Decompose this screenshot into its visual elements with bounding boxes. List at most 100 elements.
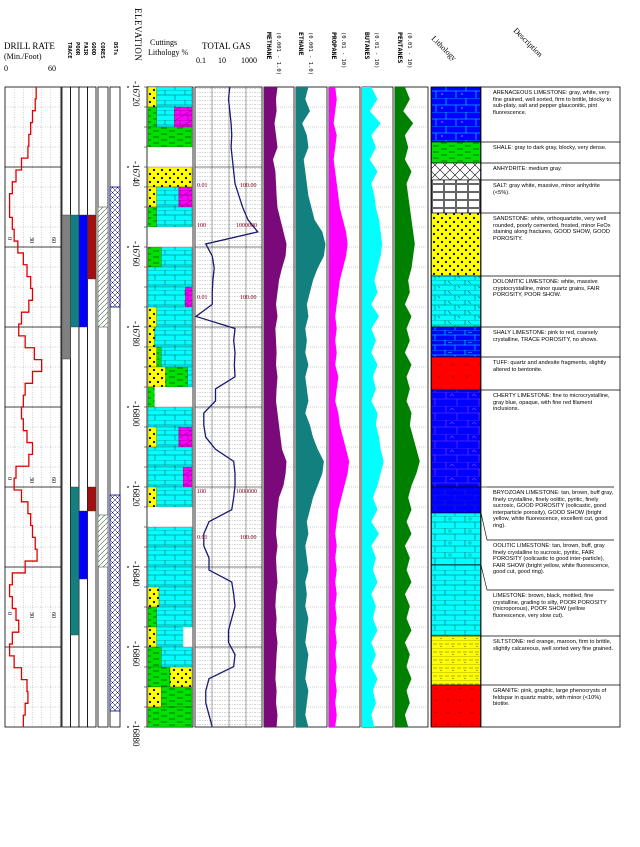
cuttings-limestone [156,186,179,208]
lithology-cherty [431,389,481,488]
lithology-dolomite [431,275,481,328]
cores-column [97,86,109,728]
description-track [480,86,621,728]
show-bar-trace [61,214,71,360]
cuttings-limestone [147,286,186,308]
dst-interval [109,494,121,712]
drill-rate-scale-label: 0 [6,237,12,240]
description-dolomite: DOLOMITIC LIMESTONE: white, massive cryp… [493,279,617,299]
description-title: DOLOMITIC LIMESTONE: [493,279,560,285]
cuttings-dolomite [183,466,193,488]
gas-range-pentanes: (0.01 - 10) [406,32,412,69]
cuttings-shale [147,206,157,228]
total-gas-scale-high: 1000000 [236,489,257,495]
show-bar-fair [78,214,88,328]
cuttings-limestone [147,406,193,428]
description-text: fine to microcrystalline, gray blue, opa… [493,393,610,413]
lithology-shalyls [431,326,481,358]
total-gas-title: TOTAL GAS [202,41,251,51]
cuttings-shale [156,346,162,368]
lithology-tuff [431,356,481,391]
elevation-tick-label: -16820 [131,481,141,507]
show-bar-good [87,214,97,280]
drill-rate-scale-label: 0 [6,612,12,615]
cuttings-sandstone [147,346,157,368]
gas-name-ethane: ETHANE [297,32,305,56]
cuttings-shale [147,126,193,148]
description-connector [480,564,488,591]
description-siltstone: SILTSTONE: red orange, maroon, firm to b… [493,639,617,652]
cuttings-label-2: Lithology % [148,48,189,57]
show-label-poor: POOR [74,42,80,56]
description-cherty: CHERTY LIMESTONE: fine to microcrystalli… [493,393,617,413]
elevation-tick-label: -16880 [131,721,141,747]
show-label-trace: TRACE [66,42,72,59]
cuttings-limestone [147,466,184,488]
total-gas-tick-0: 0.1 [196,56,206,65]
cuttings-limestone [158,586,193,608]
total-gas-tick-2: 1000 [241,56,257,65]
cuttings-dolomite [174,106,193,128]
description-text: medium gray. [528,166,562,172]
total-gas-scale-high: 100.00 [240,535,257,541]
show-bar-poor [70,214,80,328]
total-gas-scale-low: 0.01 [197,535,208,541]
description-title: ARENACEOUS LIMESTONE: [493,90,568,96]
description-title: LIMESTONE: [493,593,527,599]
elevation-tick-label: -16800 [131,401,141,427]
drill-rate-max: 60 [48,64,56,73]
description-oolitic: OOLITIC LIMESTONE: tan, brown, buff, gra… [493,543,617,576]
lithology-salt [431,179,481,214]
total-gas-tick-1: 10 [218,56,226,65]
description-text: tan, brown, buff, gray finely crystallin… [493,543,610,576]
cuttings-sandstone [147,366,166,388]
gas-name-propane: PROPANE [330,32,338,60]
propane-curve [329,87,350,727]
description-sandstone: SANDSTONE: white, orthoquartzite, very w… [493,216,617,242]
description-text: white, orthoquartzite, very well rounded… [493,216,611,242]
dst-column [109,86,121,728]
pentanes-curve [395,87,420,727]
description-title: SALT: [493,183,508,189]
drill-rate-scale-label: 30 [28,612,34,618]
drill-rate-scale-label: 0 [6,477,12,480]
elevation-tick-label: -16840 [131,561,141,587]
cuttings-shale [147,666,171,688]
cuttings-sandstone [147,166,193,188]
gas-name-butanes: BUTANES [363,32,371,60]
cuttings-limestone [187,366,193,388]
drill-rate-scale-label: 60 [50,612,56,618]
description-title: OOLITIC LIMESTONE: [493,543,551,549]
elevation-tick-label: -16720 [131,81,141,107]
dst-label: DSTs [112,42,118,56]
total-gas-scale-low: 100 [197,223,206,229]
description-title: BRYOZOAN LIMESTONE: [493,490,560,496]
description-anhydrite: ANHYDRITE: medium gray. [493,166,617,173]
description-text: gray to dark gray, blocky, very dense. [514,145,607,151]
total-gas-scale-low: 0.01 [197,295,208,301]
description-text: white, massive cryptocrystalline, minor … [493,279,600,299]
gas-range-ethane: (0.001 - 1.0) [307,32,313,76]
cuttings-dolomite [185,286,193,308]
description-title: TUFF: [493,360,509,366]
cuttings-limestone [156,206,193,228]
show-label-good: GOOD [90,42,96,56]
description-text: pink, graphic, large phenocrysts of feld… [493,688,607,708]
cuttings-limestone [161,246,193,268]
lithology-arenaceous [431,86,481,143]
drill-rate-scale-label: 60 [50,477,56,483]
lithology-oolitic [431,512,481,566]
lithology-granite [431,684,481,728]
methane-curve [264,87,287,727]
cuttings-dolomite [178,186,193,208]
cuttings-sandstone [147,426,157,448]
cuttings-sandstone [147,86,157,108]
cuttings-sandstone [147,486,157,508]
cuttings-sandstone [147,586,160,608]
description-title: SILTSTONE: [493,639,526,645]
elevation-label: ELEVATION [133,8,143,62]
cuttings-sandstone [147,306,157,328]
cuttings-sandstone [169,666,193,688]
description-granite: GRANITE: pink, graphic, large phenocryst… [493,688,617,708]
